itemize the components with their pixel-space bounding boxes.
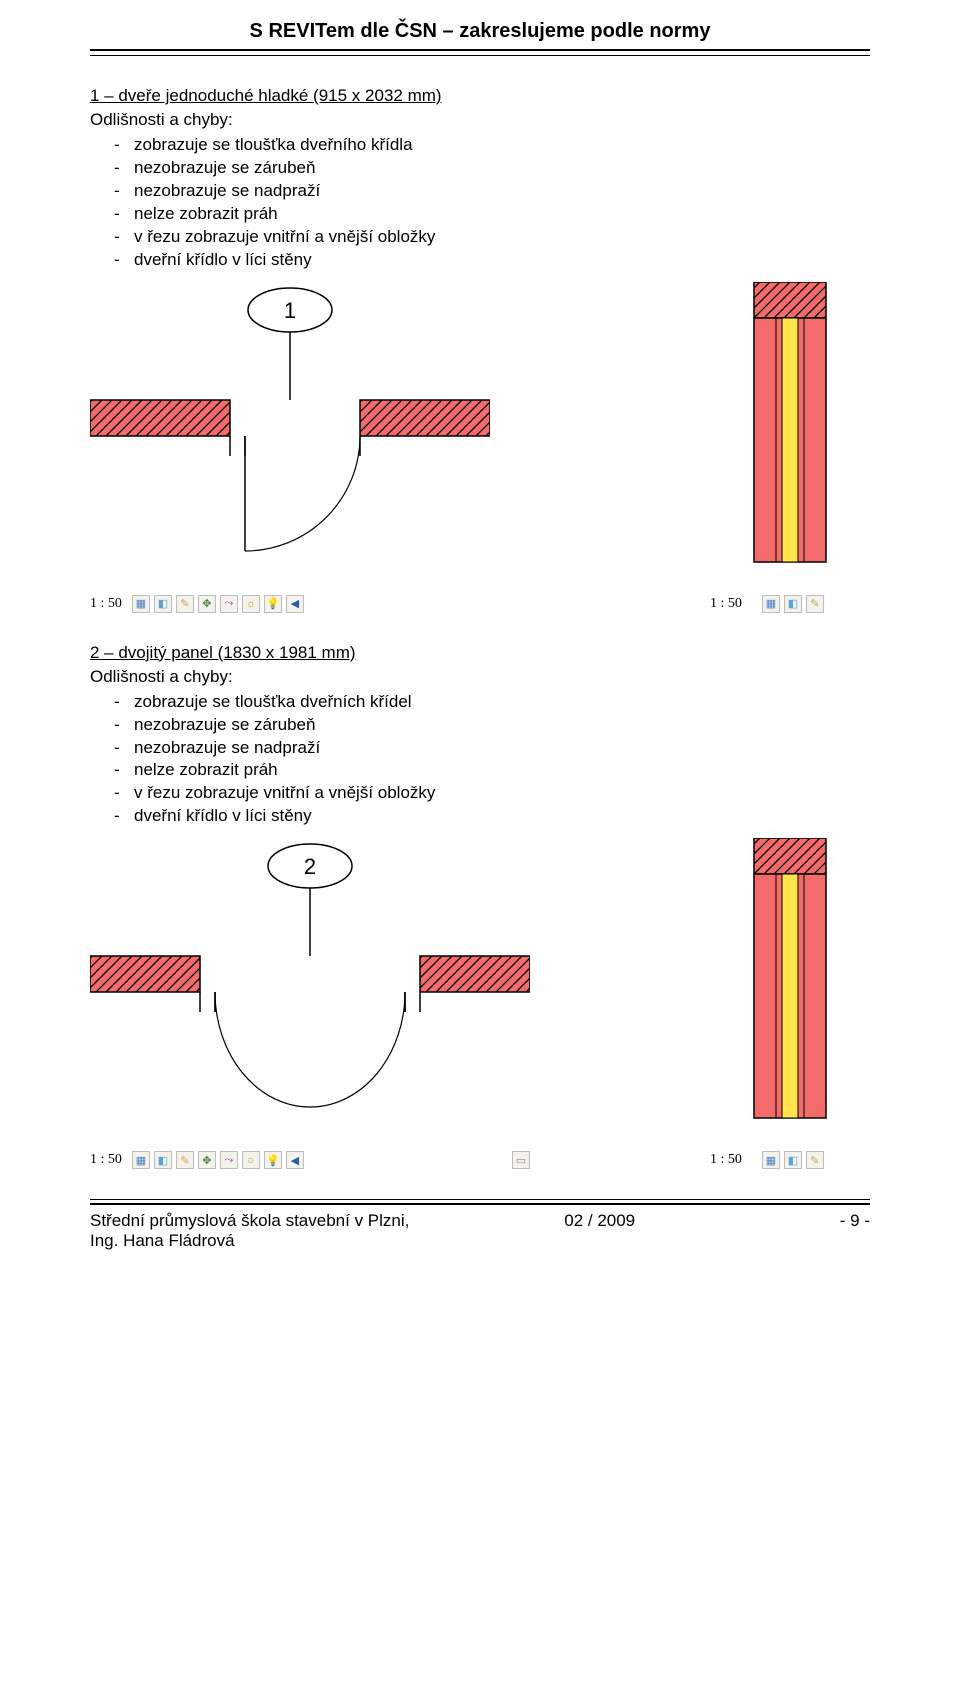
section2-bullets: zobrazuje se tloušťka dveřních křídel ne…	[90, 691, 870, 829]
path-icon[interactable]: ⤳	[220, 1151, 238, 1169]
footer: Střední průmyslová škola stavební v Plzn…	[90, 1203, 870, 1251]
toolbar-fig1-left: 1 : 50 ▦ ◧ ✎ ✥ ⤳ ☼ 💡 ◀	[90, 593, 490, 615]
cube-icon[interactable]: ◧	[784, 1151, 802, 1169]
list-item: dveřní křídlo v líci stěny	[134, 805, 870, 828]
list-item: nezobrazuje se zárubeň	[134, 714, 870, 737]
chevron-left-icon[interactable]: ◀	[286, 1151, 304, 1169]
pencil-icon[interactable]: ✎	[806, 595, 824, 613]
label-1-text: 1	[284, 298, 296, 323]
list-item: nezobrazuje se nadpraží	[134, 737, 870, 760]
path-icon[interactable]: ⤳	[220, 595, 238, 613]
figure1-section: 1 : 50 ▦ ◧ ✎	[710, 282, 870, 615]
grid-icon[interactable]: ▦	[762, 595, 780, 613]
scale-text: 1 : 50	[90, 1152, 122, 1168]
list-item: nezobrazuje se zárubeň	[134, 157, 870, 180]
move-icon[interactable]: ✥	[198, 595, 216, 613]
label-2-text: 2	[304, 854, 316, 879]
footer-author: Ing. Hana Fládrová	[90, 1231, 409, 1251]
figure2-plan: 2 1 : 50 ▦ ◧ ✎ ✥	[90, 838, 530, 1171]
bulb-icon[interactable]: 💡	[264, 595, 282, 613]
cube-icon[interactable]: ◧	[784, 595, 802, 613]
footer-school: Střední průmyslová škola stavební v Plzn…	[90, 1211, 409, 1231]
toolbar-fig1-right: 1 : 50 ▦ ◧ ✎	[710, 593, 870, 615]
page-header-title: S REVITem dle ČSN – zakreslujeme podle n…	[90, 20, 870, 51]
wall-right	[360, 400, 490, 436]
scale-text: 1 : 50	[710, 596, 742, 612]
list-item: dveřní křídlo v líci stěny	[134, 249, 870, 272]
door-swing-arc	[245, 436, 360, 551]
figure2-row: 2 1 : 50 ▦ ◧ ✎ ✥	[90, 838, 870, 1171]
section1-title: 1 – dveře jednoduché hladké (915 x 2032 …	[90, 86, 870, 106]
list-item: v řezu zobrazuje vnitřní a vnější obložk…	[134, 226, 870, 249]
footer-page-number: - 9 -	[790, 1211, 870, 1251]
cube-icon[interactable]: ◧	[154, 595, 172, 613]
sun-icon[interactable]: ☼	[242, 595, 260, 613]
wall-right-2	[420, 956, 530, 992]
list-item: nelze zobrazit práh	[134, 759, 870, 782]
bulb-icon[interactable]: 💡	[264, 1151, 282, 1169]
chevron-left-icon[interactable]: ◀	[286, 595, 304, 613]
sun-icon[interactable]: ☼	[242, 1151, 260, 1169]
toolbar-fig2-left: 1 : 50 ▦ ◧ ✎ ✥ ⤳ ☼ 💡 ◀ ▭	[90, 1149, 530, 1171]
figure1-plan: 1 1 : 50 ▦ ◧ ✎ ✥ ⤳ ☼ 💡	[90, 282, 490, 615]
list-item: v řezu zobrazuje vnitřní a vnější obložk…	[134, 782, 870, 805]
door-swing-left	[215, 992, 310, 1107]
footer-date: 02 / 2009	[409, 1211, 790, 1251]
section2-subhead: Odlišnosti a chyby:	[90, 667, 870, 687]
scale-text: 1 : 50	[90, 596, 122, 612]
list-item: zobrazuje se tloušťka dveřních křídel	[134, 691, 870, 714]
pencil-icon[interactable]: ✎	[176, 595, 194, 613]
list-item: nezobrazuje se nadpraží	[134, 180, 870, 203]
wall-left	[90, 400, 230, 436]
wall-left-2	[90, 956, 200, 992]
door-swing-right	[310, 992, 405, 1107]
figure1-row: 1 1 : 50 ▦ ◧ ✎ ✥ ⤳ ☼ 💡	[90, 282, 870, 615]
grid-icon[interactable]: ▦	[132, 1151, 150, 1169]
section2-title: 2 – dvojitý panel (1830 x 1981 mm)	[90, 643, 870, 663]
section1-subhead: Odlišnosti a chyby:	[90, 110, 870, 130]
section1-bullets: zobrazuje se tloušťka dveřního křídla ne…	[90, 134, 870, 272]
scale-text: 1 : 50	[710, 1152, 742, 1168]
door-leaf-section-2	[782, 874, 798, 1118]
header-rule	[90, 55, 870, 56]
grid-icon[interactable]: ▦	[762, 1151, 780, 1169]
door-leaf-section	[782, 318, 798, 562]
footer-rule-top	[90, 1199, 870, 1200]
footer-left: Střední průmyslová škola stavební v Plzn…	[90, 1211, 409, 1251]
grid-icon[interactable]: ▦	[132, 595, 150, 613]
lintel-hatch-2	[754, 838, 826, 874]
pencil-icon[interactable]: ✎	[176, 1151, 194, 1169]
cube-icon[interactable]: ◧	[154, 1151, 172, 1169]
list-item: zobrazuje se tloušťka dveřního křídla	[134, 134, 870, 157]
pencil-icon[interactable]: ✎	[806, 1151, 824, 1169]
lintel-hatch	[754, 282, 826, 318]
move-icon[interactable]: ✥	[198, 1151, 216, 1169]
panel-icon[interactable]: ▭	[512, 1151, 530, 1169]
list-item: nelze zobrazit práh	[134, 203, 870, 226]
figure2-section: 1 : 50 ▦ ◧ ✎	[710, 838, 870, 1171]
toolbar-fig2-right: 1 : 50 ▦ ◧ ✎	[710, 1149, 870, 1171]
